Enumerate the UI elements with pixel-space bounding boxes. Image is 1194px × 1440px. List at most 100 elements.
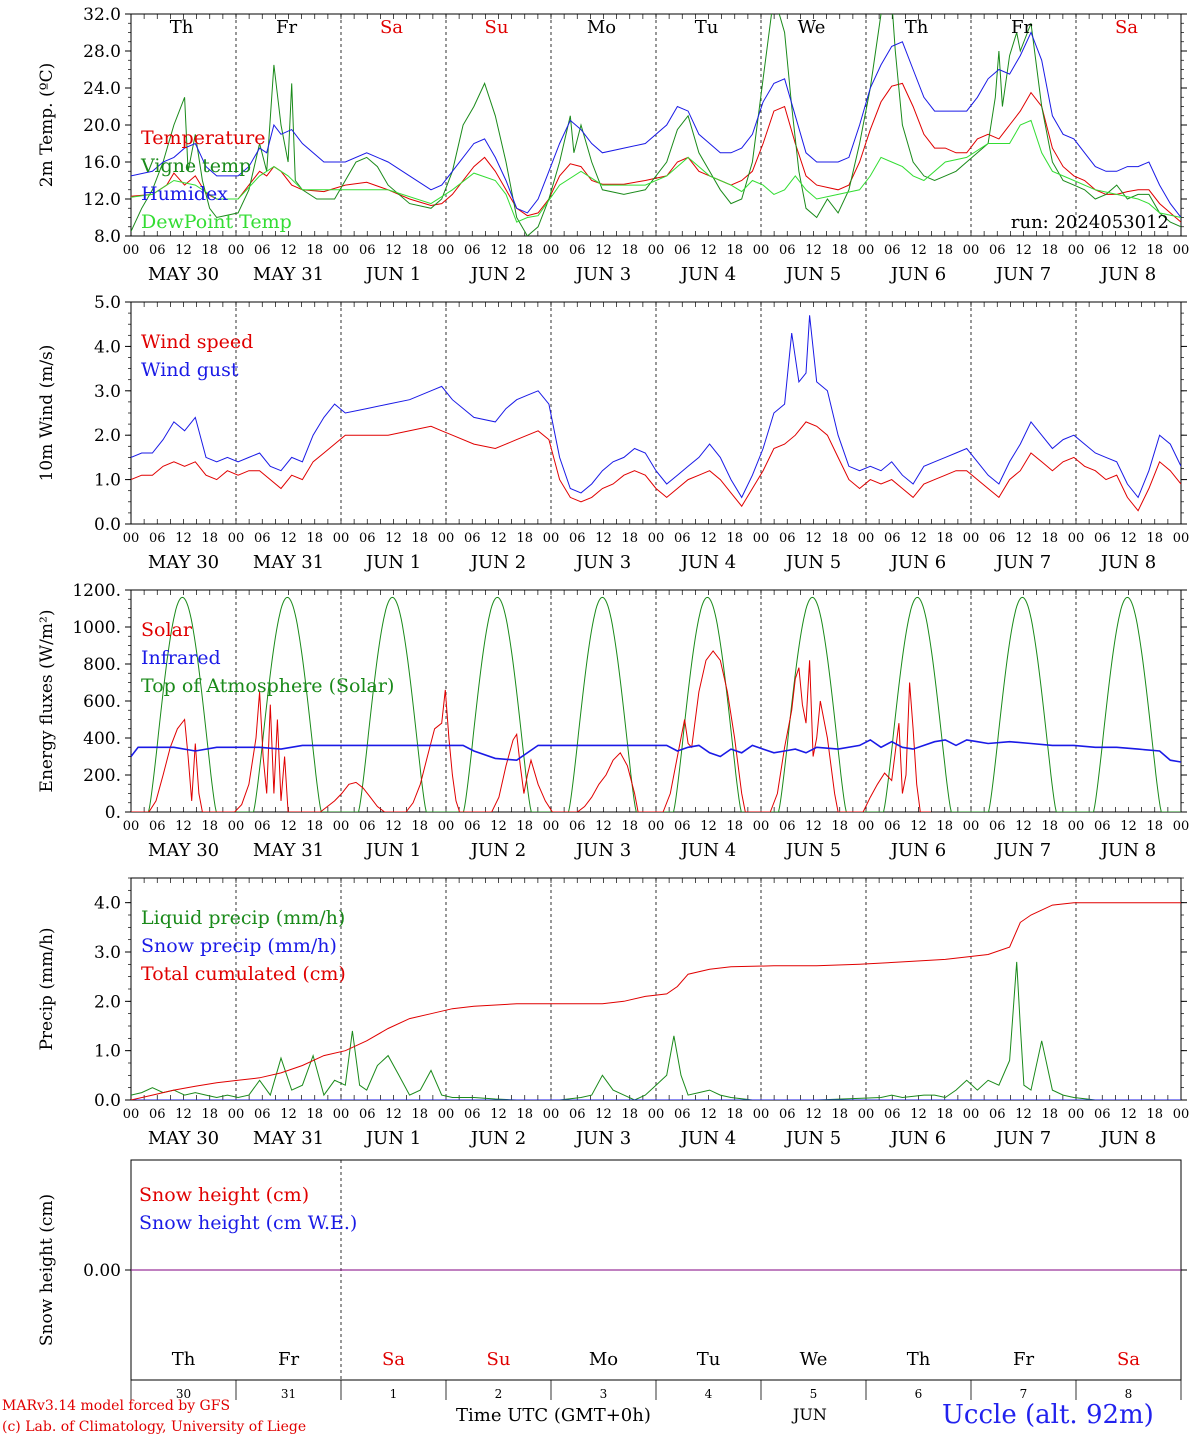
hour-label: 18 bbox=[306, 1107, 323, 1122]
date-label: JUN 2 bbox=[469, 264, 526, 285]
hour-label: 00 bbox=[228, 243, 245, 258]
hour-label: 00 bbox=[1173, 243, 1190, 258]
hour-label: 06 bbox=[884, 1107, 901, 1122]
y-tick-label: 20.0 bbox=[83, 116, 121, 136]
hour-label: 00 bbox=[1068, 531, 1085, 546]
date-label: MAY 31 bbox=[253, 552, 324, 573]
hour-label: 00 bbox=[438, 819, 455, 834]
hour-label: 18 bbox=[1146, 243, 1163, 258]
hour-label: 06 bbox=[989, 531, 1006, 546]
y-tick-label: 2.0 bbox=[94, 992, 121, 1012]
hour-label: 18 bbox=[516, 1107, 533, 1122]
hour-label: 06 bbox=[149, 531, 166, 546]
hour-label: 06 bbox=[569, 531, 586, 546]
date-label: JUN 5 bbox=[784, 1128, 841, 1149]
hour-label: 06 bbox=[1094, 243, 1111, 258]
hour-label: 06 bbox=[359, 531, 376, 546]
weekday-label: Th bbox=[907, 1349, 931, 1370]
hour-label: 12 bbox=[595, 1107, 612, 1122]
y-tick-label: 1200. bbox=[72, 581, 121, 601]
hour-label: 06 bbox=[569, 819, 586, 834]
hour-label: 00 bbox=[858, 1107, 875, 1122]
legend-entry: Wind speed bbox=[141, 331, 253, 353]
model-credit: MARv3.14 model forced by GFS bbox=[2, 1398, 231, 1414]
y-tick-label: 200. bbox=[83, 766, 121, 786]
y-tick-label: 600. bbox=[83, 692, 121, 712]
hour-label: 12 bbox=[700, 531, 717, 546]
hour-label: 06 bbox=[779, 819, 796, 834]
hour-label: 06 bbox=[254, 1107, 271, 1122]
hour-label: 18 bbox=[201, 243, 218, 258]
hour-label: 06 bbox=[149, 819, 166, 834]
day-number-label: 1 bbox=[390, 1387, 398, 1401]
hour-label: 06 bbox=[674, 1107, 691, 1122]
date-label: MAY 31 bbox=[253, 840, 324, 861]
weekday-label-top: Sa bbox=[380, 17, 403, 38]
date-label: JUN 2 bbox=[469, 1128, 526, 1149]
month-label: JUN bbox=[793, 1405, 827, 1424]
hour-label: 00 bbox=[543, 1107, 560, 1122]
y-axis-label: Snow height (cm) bbox=[37, 1194, 57, 1346]
series-line-top-of-atmosphere-solar bbox=[131, 596, 1181, 812]
weekday-label-top: Fr bbox=[1011, 17, 1032, 38]
hour-label: 06 bbox=[359, 1107, 376, 1122]
y-axis-label: Energy fluxes (W/m²) bbox=[37, 610, 57, 793]
hour-label: 06 bbox=[884, 819, 901, 834]
y-tick-label: 0.0 bbox=[94, 515, 121, 535]
date-label: JUN 6 bbox=[889, 552, 946, 573]
date-label: JUN 4 bbox=[679, 264, 736, 285]
hour-label: 00 bbox=[438, 1107, 455, 1122]
y-tick-label: 1.0 bbox=[94, 471, 121, 491]
hour-label: 06 bbox=[989, 1107, 1006, 1122]
hour-label: 00 bbox=[333, 819, 350, 834]
y-tick-label: 4.0 bbox=[94, 894, 121, 914]
hour-label: 00 bbox=[543, 243, 560, 258]
weekday-label-top: Tu bbox=[695, 17, 719, 38]
series-line-vigne-temp bbox=[131, 14, 1181, 236]
hour-label: 12 bbox=[175, 1107, 192, 1122]
date-label: MAY 30 bbox=[148, 840, 219, 861]
hour-label: 00 bbox=[648, 819, 665, 834]
hour-label: 06 bbox=[254, 531, 271, 546]
hour-label: 00 bbox=[648, 243, 665, 258]
hour-label: 18 bbox=[621, 1107, 638, 1122]
hour-label: 12 bbox=[700, 819, 717, 834]
weekday-label-top: Mo bbox=[587, 17, 616, 38]
hour-label: 18 bbox=[201, 1107, 218, 1122]
hour-label: 18 bbox=[201, 819, 218, 834]
hour-label: 06 bbox=[1094, 819, 1111, 834]
hour-label: 18 bbox=[936, 531, 953, 546]
hour-label: 00 bbox=[228, 819, 245, 834]
legend-entry: Liquid precip (mm/h) bbox=[141, 907, 345, 929]
hour-label: 18 bbox=[621, 531, 638, 546]
hour-label: 18 bbox=[1041, 1107, 1058, 1122]
hour-label: 12 bbox=[280, 819, 297, 834]
station-label: Uccle (alt. 92m) bbox=[942, 1400, 1154, 1430]
panel-5: Th 30 Fr 31 Sa 1 Su 2 Mo 3 Tu 4 We 5 Th 6 Fr 7 Sa 8 0.00 Snow… bbox=[37, 1159, 1187, 1401]
date-label: JUN 3 bbox=[574, 1128, 631, 1149]
hour-label: 12 bbox=[385, 819, 402, 834]
hour-label: 12 bbox=[280, 1107, 297, 1122]
date-label: MAY 30 bbox=[148, 264, 219, 285]
hour-label: 12 bbox=[1015, 819, 1032, 834]
legend-entry: Top of Atmosphere (Solar) bbox=[141, 675, 394, 697]
legend-entry: Total cumulated (cm) bbox=[141, 963, 346, 985]
hour-label: 06 bbox=[1094, 531, 1111, 546]
hour-label: 18 bbox=[936, 819, 953, 834]
hour-label: 18 bbox=[516, 243, 533, 258]
date-label: JUN 7 bbox=[994, 840, 1051, 861]
hour-label: 18 bbox=[726, 1107, 743, 1122]
hour-label: 06 bbox=[569, 1107, 586, 1122]
hour-label: 18 bbox=[936, 243, 953, 258]
y-tick-label: 800. bbox=[83, 655, 121, 675]
hour-label: 12 bbox=[910, 819, 927, 834]
hour-label: 00 bbox=[753, 819, 770, 834]
hour-label: 18 bbox=[1041, 531, 1058, 546]
time-axis-label: Time UTC (GMT+0h) bbox=[456, 1405, 651, 1426]
hour-label: 06 bbox=[254, 819, 271, 834]
hour-label: 06 bbox=[359, 819, 376, 834]
hour-label: 00 bbox=[228, 1107, 245, 1122]
y-tick-label: 0.0 bbox=[94, 1091, 121, 1111]
hour-label: 00 bbox=[228, 531, 245, 546]
weekday-label: Sa bbox=[1117, 1349, 1140, 1370]
